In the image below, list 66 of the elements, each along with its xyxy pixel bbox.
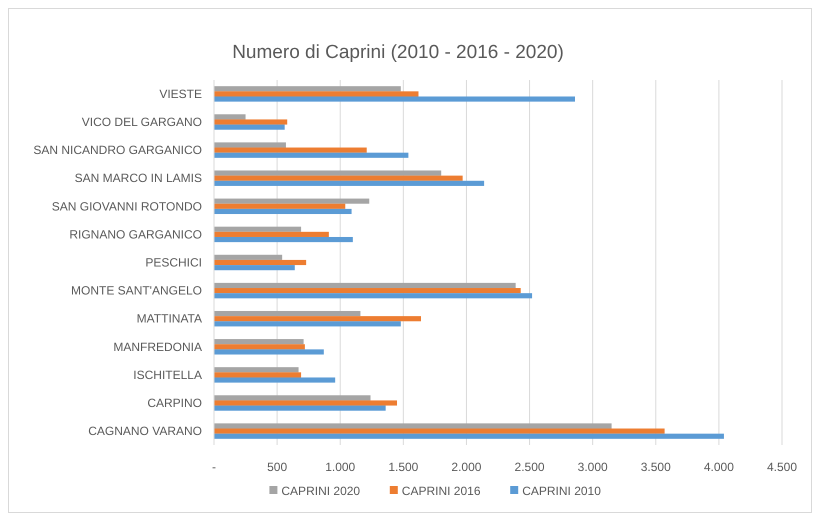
- x-tick-label: 500: [267, 460, 288, 474]
- bar: [214, 406, 386, 411]
- bar: [214, 254, 282, 260]
- y-tick-label: VICO DEL GARGANO: [82, 115, 202, 130]
- bar: [214, 260, 306, 266]
- y-tick-label: CARPINO: [147, 396, 202, 410]
- bar: [214, 198, 370, 204]
- legend-label: CAPRINI 2016: [402, 484, 481, 498]
- y-tick-label: VIESTE: [159, 86, 202, 101]
- bar: [214, 176, 463, 181]
- bar: [214, 344, 305, 350]
- y-tick-label: SAN NICANDRO GARGANICO: [33, 143, 202, 158]
- y-tick-label: SAN MARCO IN LAMIS: [74, 171, 202, 186]
- bar: [214, 148, 367, 153]
- bar: [214, 119, 288, 125]
- y-tick-label: MANFREDONIA: [113, 340, 202, 354]
- x-tick-label: 2.500: [514, 460, 545, 474]
- bar: [214, 428, 665, 434]
- y-tick-label: CAGNANO VARANO: [88, 424, 202, 438]
- y-tick-label: SAN GIOVANNI ROTONDO: [52, 199, 202, 214]
- bar: [214, 91, 418, 96]
- bar: [214, 400, 398, 406]
- bar: [214, 124, 285, 130]
- bar: [214, 152, 408, 158]
- bar: [214, 372, 302, 378]
- bar: [214, 367, 299, 372]
- y-tick-label: ISCHITELLA: [133, 368, 202, 382]
- bar: [214, 208, 352, 214]
- bar: [214, 377, 336, 383]
- bar: [214, 316, 422, 322]
- y-tick-label: PESCHICI: [145, 256, 202, 270]
- x-tick-label: -: [212, 460, 216, 474]
- legend-label: CAPRINI 2010: [522, 484, 602, 498]
- bar: [214, 180, 484, 186]
- bar: [214, 114, 246, 120]
- x-tick-label: 1.000: [325, 460, 356, 474]
- x-tick-label: 3.500: [640, 460, 672, 474]
- bar: [214, 293, 532, 298]
- bar: [214, 310, 360, 316]
- bar: [214, 86, 401, 92]
- x-tick-label: 4.000: [704, 460, 734, 474]
- x-tick-label: 3.000: [578, 460, 608, 474]
- bar: [214, 232, 329, 237]
- chart-title: Numero di Caprini (2010 - 2016 - 2020): [232, 42, 564, 63]
- bar: [214, 204, 346, 209]
- bar: [214, 236, 353, 242]
- bar: [214, 339, 304, 344]
- bar: [214, 282, 516, 288]
- x-tick-label: 4.500: [766, 460, 798, 474]
- bar: [214, 423, 612, 429]
- bar: [214, 288, 521, 294]
- bar: [214, 434, 724, 439]
- bar: [214, 395, 371, 400]
- legend-label: CAPRINI 2020: [281, 484, 360, 498]
- bar: [214, 265, 295, 270]
- bar: [214, 226, 302, 232]
- y-tick-label: MONTE SANT'ANGELO: [71, 284, 202, 298]
- y-tick-label: RIGNANO GARGANICO: [69, 227, 202, 242]
- bar: [214, 321, 401, 326]
- bar: [214, 96, 575, 102]
- bar: [214, 142, 286, 148]
- bar: [214, 349, 324, 355]
- x-tick-label: 1.500: [388, 460, 419, 474]
- x-tick-label: 2.000: [451, 460, 482, 474]
- y-tick-label: MATTINATA: [136, 312, 202, 326]
- bar: [214, 170, 442, 176]
